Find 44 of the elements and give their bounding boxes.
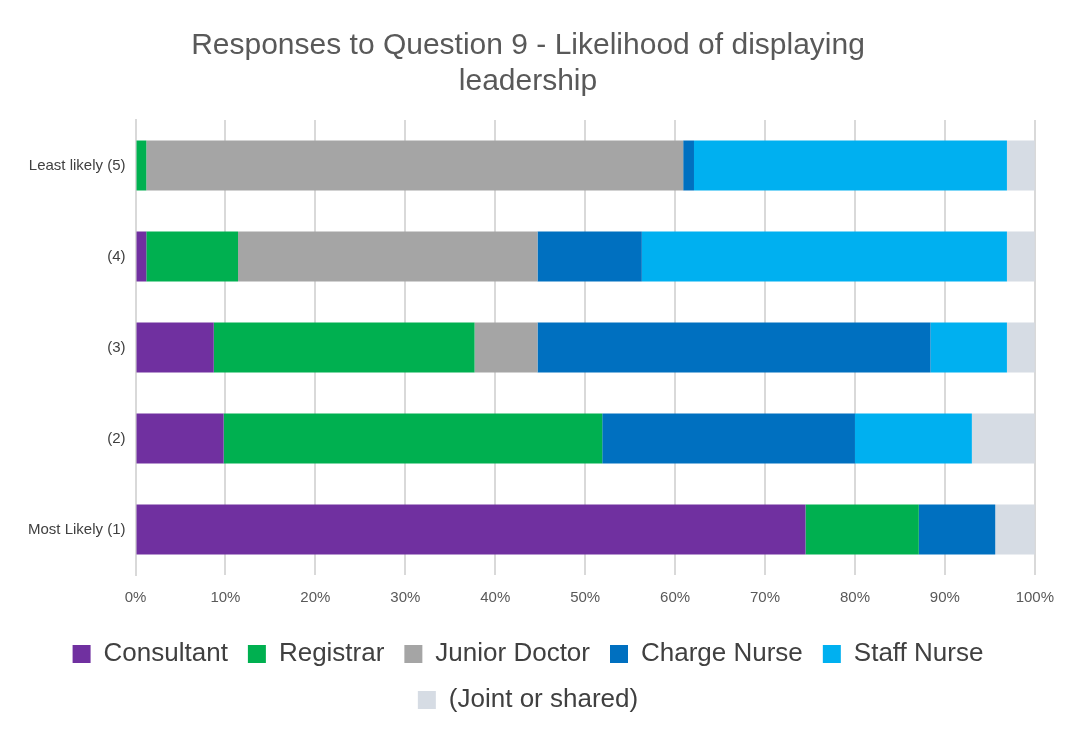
bar — [641, 231, 1007, 282]
bar — [854, 413, 972, 464]
legend-label: Staff Nurse — [853, 637, 984, 668]
x-tick-label: 60% — [660, 588, 691, 606]
bar — [136, 322, 214, 373]
x-tick-label: 30% — [390, 588, 421, 606]
x-tick-label: 10% — [210, 588, 241, 606]
x-tick-label: 80% — [839, 588, 870, 606]
y-tick-label: (3) — [107, 337, 126, 355]
bar — [136, 140, 147, 191]
bar — [930, 322, 1007, 373]
bar — [146, 231, 239, 282]
bar — [238, 231, 538, 282]
x-tick-label: 90% — [929, 588, 960, 606]
y-tick-label: (2) — [107, 428, 126, 446]
legend-label: Registrar — [278, 637, 385, 668]
legend-label: Charge Nurse — [640, 637, 803, 668]
bar — [213, 322, 475, 373]
x-tick-label: 50% — [570, 588, 601, 606]
bar — [223, 413, 603, 464]
y-tick-label: Most Likely (1) — [27, 519, 126, 537]
bar — [136, 231, 147, 282]
x-tick-label: 40% — [480, 588, 511, 606]
bar — [918, 504, 996, 555]
bar — [537, 322, 931, 373]
bar — [805, 504, 919, 555]
legend-label: (Joint or shared) — [448, 683, 639, 714]
x-tick-label: 0% — [124, 588, 147, 606]
x-tick-label: 100% — [1015, 588, 1055, 606]
y-tick-label: (4) — [107, 246, 126, 264]
x-tick-label: 70% — [750, 588, 781, 606]
y-tick-label: Least likely (5) — [28, 155, 126, 173]
bar — [537, 231, 642, 282]
bar — [136, 413, 224, 464]
bar — [693, 140, 1007, 191]
legend-label: Consultant — [103, 637, 229, 668]
bar — [683, 140, 694, 191]
legend-label: Junior Doctor — [435, 637, 591, 668]
bar — [136, 504, 806, 555]
bar — [474, 322, 538, 373]
bar — [146, 140, 684, 191]
bar — [602, 413, 855, 464]
x-tick-label: 20% — [300, 588, 331, 606]
chart-title: Responses to Question 9 - Likelihood of displaying leadership — [191, 27, 865, 97]
